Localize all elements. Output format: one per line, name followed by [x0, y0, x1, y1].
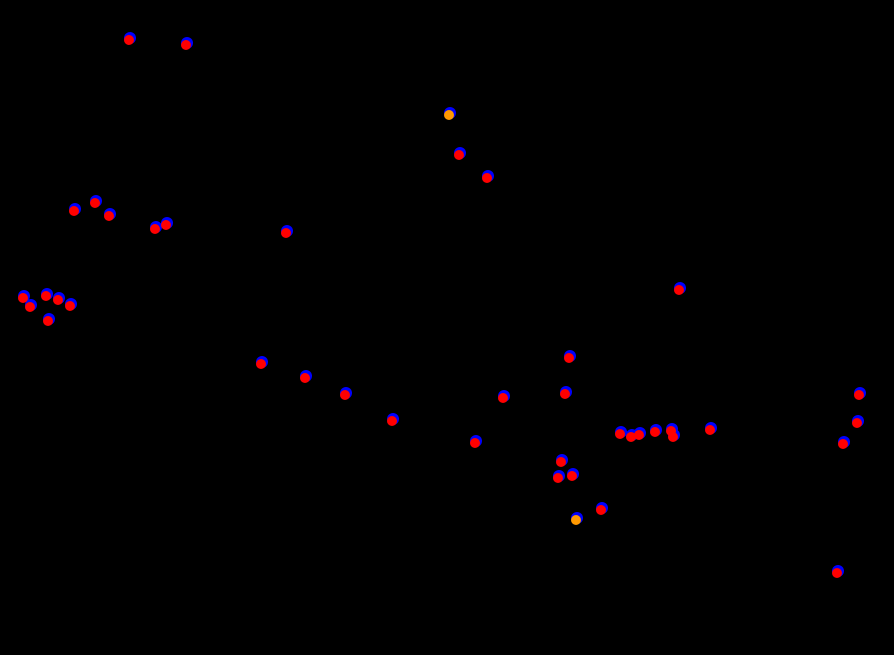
- scatter-point: [124, 35, 134, 45]
- scatter-point: [674, 285, 684, 295]
- scatter-point: [832, 568, 842, 578]
- scatter-point: [65, 301, 75, 311]
- scatter-point: [281, 228, 291, 238]
- scatter-point: [567, 471, 577, 481]
- scatter-point: [564, 353, 574, 363]
- scatter-point: [650, 427, 660, 437]
- plot-background: [0, 0, 894, 655]
- scatter-point: [482, 173, 492, 183]
- scatter-point: [104, 211, 114, 221]
- scatter-point: [300, 373, 310, 383]
- scatter-point: [444, 110, 454, 120]
- scatter-point: [498, 393, 508, 403]
- scatter-point: [634, 430, 644, 440]
- scatter-point: [705, 425, 715, 435]
- scatter-point: [387, 416, 397, 426]
- scatter-point: [90, 198, 100, 208]
- scatter-point: [560, 389, 570, 399]
- scatter-plot: [0, 0, 894, 655]
- scatter-point: [43, 316, 53, 326]
- scatter-point: [454, 150, 464, 160]
- scatter-point: [571, 515, 581, 525]
- scatter-point: [181, 40, 191, 50]
- scatter-point: [41, 291, 51, 301]
- scatter-point: [150, 224, 160, 234]
- scatter-point: [256, 359, 266, 369]
- scatter-point: [596, 505, 606, 515]
- scatter-point: [556, 457, 566, 467]
- scatter-point: [668, 432, 678, 442]
- scatter-point: [69, 206, 79, 216]
- scatter-point: [852, 418, 862, 428]
- scatter-point: [553, 473, 563, 483]
- scatter-point: [18, 293, 28, 303]
- scatter-point: [470, 438, 480, 448]
- scatter-point: [25, 302, 35, 312]
- scatter-point: [854, 390, 864, 400]
- scatter-point: [838, 439, 848, 449]
- scatter-point: [615, 429, 625, 439]
- scatter-point: [53, 295, 63, 305]
- scatter-point: [340, 390, 350, 400]
- scatter-point: [161, 220, 171, 230]
